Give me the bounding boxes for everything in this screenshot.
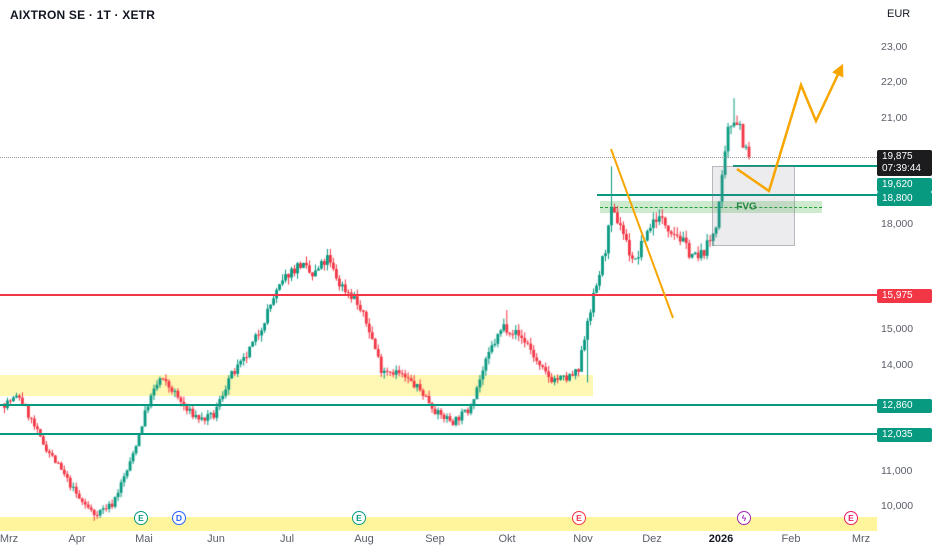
currency-label: EUR (887, 8, 911, 20)
rectangle-drawing[interactable] (712, 165, 795, 247)
symbol-title[interactable]: AIXTRON SE · 1T · XETR (10, 8, 156, 22)
